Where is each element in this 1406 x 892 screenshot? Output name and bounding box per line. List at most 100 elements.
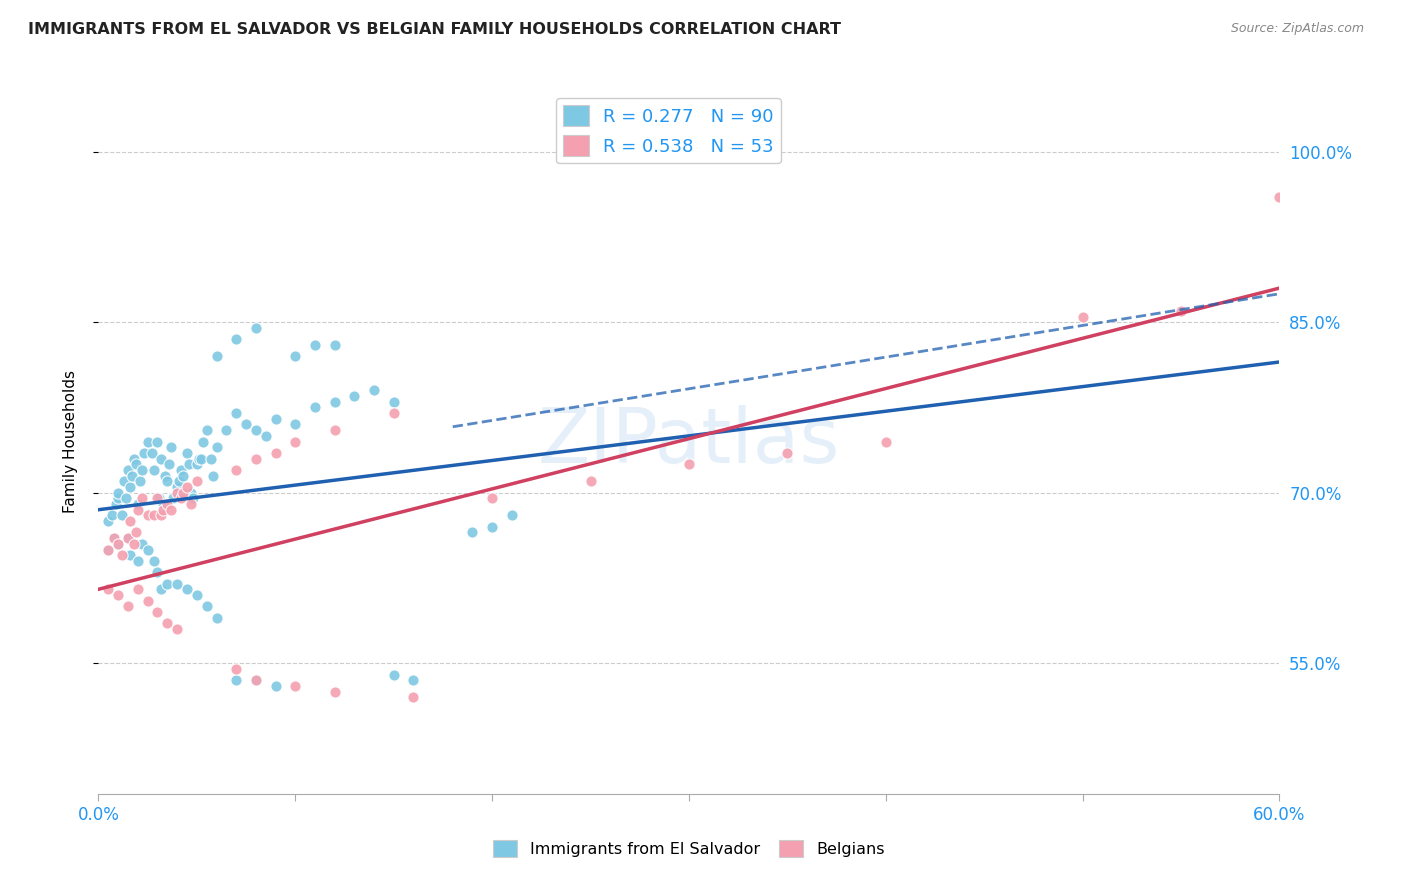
- Point: [155, 468, 177, 483]
- Y-axis label: Family Households: Family Households: [63, 370, 77, 513]
- Point: [156, 475, 179, 489]
- Point: [107, 588, 129, 602]
- Point: [176, 582, 198, 597]
- Point: [97, 542, 120, 557]
- Point: [166, 622, 188, 636]
- Point: [166, 576, 188, 591]
- Point: [215, 423, 238, 437]
- Point: [245, 423, 267, 437]
- Point: [121, 468, 143, 483]
- Point: [103, 531, 125, 545]
- Point: [254, 429, 277, 443]
- Point: [186, 475, 208, 489]
- Point: [875, 434, 897, 449]
- Point: [97, 514, 120, 528]
- Point: [157, 457, 180, 471]
- Point: [402, 673, 425, 688]
- Point: [156, 497, 179, 511]
- Point: [150, 582, 173, 597]
- Point: [142, 463, 165, 477]
- Point: [125, 457, 148, 471]
- Point: [142, 508, 165, 523]
- Point: [776, 446, 799, 460]
- Point: [162, 491, 184, 506]
- Point: [205, 349, 228, 363]
- Point: [107, 537, 129, 551]
- Point: [152, 497, 174, 511]
- Point: [284, 349, 307, 363]
- Point: [225, 332, 247, 346]
- Point: [132, 446, 155, 460]
- Point: [323, 338, 346, 352]
- Point: [245, 321, 267, 335]
- Point: [176, 480, 198, 494]
- Point: [118, 480, 141, 494]
- Point: [117, 531, 139, 545]
- Point: [170, 463, 193, 477]
- Point: [579, 475, 602, 489]
- Point: [107, 537, 129, 551]
- Point: [103, 531, 125, 545]
- Point: [146, 434, 169, 449]
- Point: [284, 434, 307, 449]
- Point: [1268, 190, 1291, 204]
- Point: [127, 582, 149, 597]
- Point: [118, 548, 141, 562]
- Point: [122, 451, 145, 466]
- Point: [678, 457, 700, 471]
- Point: [264, 412, 287, 426]
- Point: [150, 508, 173, 523]
- Point: [117, 463, 139, 477]
- Point: [122, 537, 145, 551]
- Point: [343, 389, 366, 403]
- Point: [150, 451, 173, 466]
- Point: [118, 514, 141, 528]
- Point: [177, 457, 200, 471]
- Point: [382, 667, 405, 681]
- Point: [115, 491, 138, 506]
- Point: [481, 491, 503, 506]
- Point: [156, 576, 179, 591]
- Point: [264, 446, 287, 460]
- Point: [1071, 310, 1094, 324]
- Text: ZIPatlas: ZIPatlas: [537, 405, 841, 478]
- Point: [160, 502, 183, 516]
- Point: [186, 457, 208, 471]
- Point: [97, 582, 120, 597]
- Point: [304, 338, 326, 352]
- Point: [363, 384, 385, 398]
- Point: [181, 491, 204, 506]
- Point: [205, 610, 228, 624]
- Point: [127, 502, 149, 516]
- Point: [235, 417, 257, 432]
- Point: [131, 463, 153, 477]
- Point: [245, 673, 267, 688]
- Point: [187, 451, 209, 466]
- Point: [264, 679, 287, 693]
- Point: [195, 599, 218, 614]
- Point: [156, 616, 179, 631]
- Point: [1170, 303, 1192, 318]
- Point: [152, 502, 174, 516]
- Point: [225, 662, 247, 676]
- Point: [111, 548, 134, 562]
- Point: [101, 508, 124, 523]
- Point: [180, 497, 202, 511]
- Point: [166, 485, 188, 500]
- Point: [481, 520, 503, 534]
- Text: IMMIGRANTS FROM EL SALVADOR VS BELGIAN FAMILY HOUSEHOLDS CORRELATION CHART: IMMIGRANTS FROM EL SALVADOR VS BELGIAN F…: [28, 22, 841, 37]
- Point: [402, 690, 425, 705]
- Point: [304, 401, 326, 415]
- Text: Source: ZipAtlas.com: Source: ZipAtlas.com: [1230, 22, 1364, 36]
- Point: [127, 497, 149, 511]
- Point: [167, 475, 190, 489]
- Point: [200, 451, 222, 466]
- Point: [461, 525, 484, 540]
- Point: [107, 485, 129, 500]
- Point: [180, 485, 202, 500]
- Point: [225, 673, 247, 688]
- Point: [125, 525, 148, 540]
- Point: [176, 446, 198, 460]
- Point: [127, 554, 149, 568]
- Legend: Immigrants from El Salvador, Belgians: Immigrants from El Salvador, Belgians: [486, 833, 891, 863]
